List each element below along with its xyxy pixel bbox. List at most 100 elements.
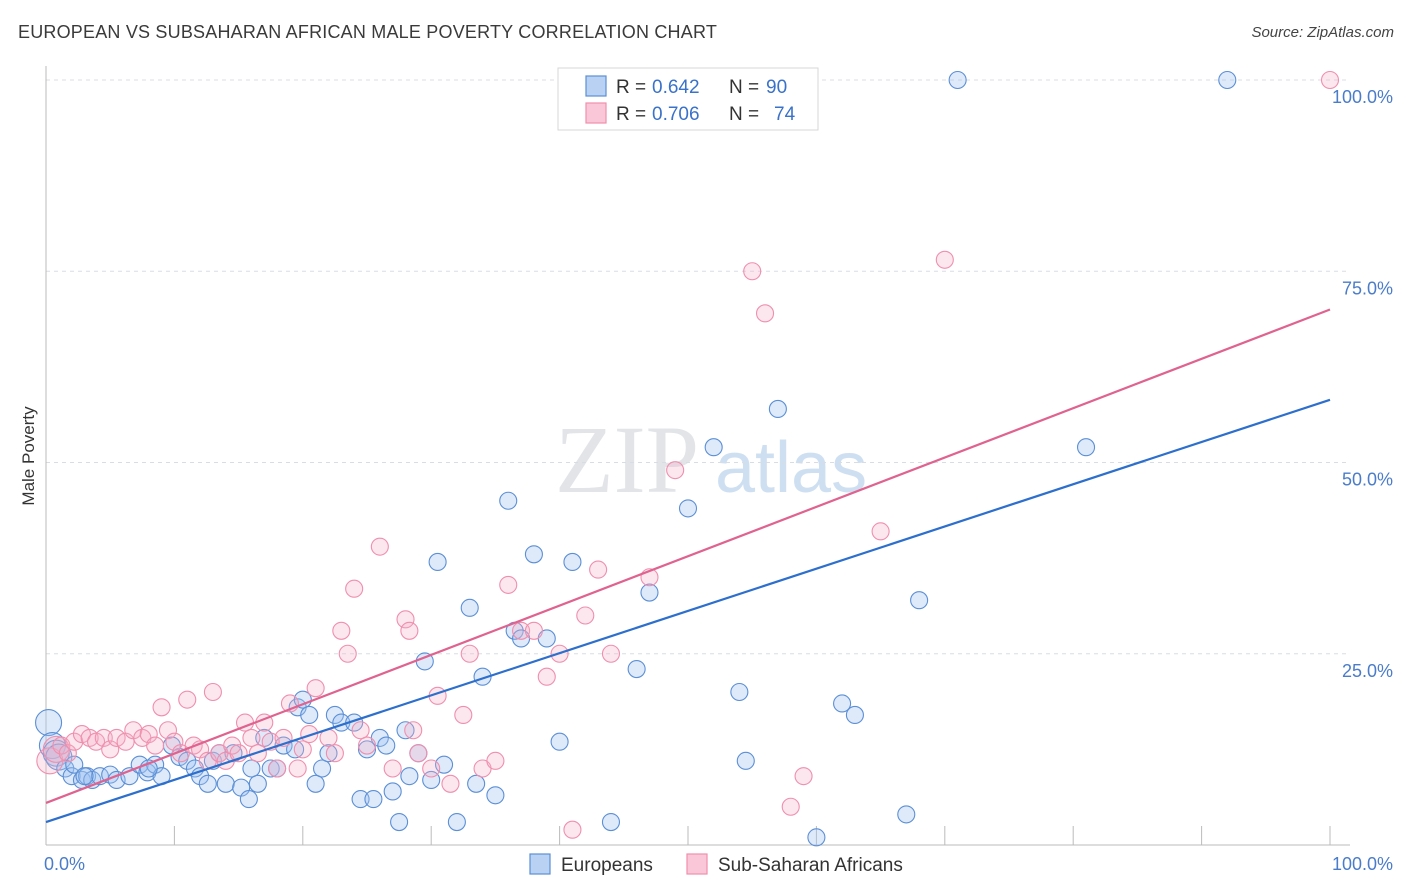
point-europeans-30 xyxy=(242,759,261,778)
point-europeans-41 xyxy=(313,759,332,778)
point-africans-63 xyxy=(524,621,543,640)
axes xyxy=(45,66,1350,846)
point-africans-54 xyxy=(422,759,441,778)
point-europeans-86 xyxy=(1076,438,1096,457)
point-africans-34 xyxy=(268,759,287,778)
y-axis-label: Male Poverty xyxy=(19,406,38,506)
point-europeans-20 xyxy=(178,751,197,770)
point-africans-60 xyxy=(486,751,505,770)
point-europeans-40 xyxy=(306,774,325,793)
point-europeans-33 xyxy=(261,759,280,778)
point-africans-49 xyxy=(383,759,402,778)
point-europeans-61 xyxy=(460,598,479,617)
point-africans-48 xyxy=(370,537,389,556)
point-africans-43 xyxy=(332,621,351,640)
point-europeans-51 xyxy=(383,782,402,801)
point-africans-52 xyxy=(404,721,423,740)
watermark-atlas: atlas xyxy=(715,428,867,508)
point-africans-62 xyxy=(512,621,531,640)
point-africans-42 xyxy=(325,744,344,763)
point-europeans-62 xyxy=(467,774,486,793)
point-africans-72 xyxy=(743,262,762,281)
tick-labels: 25.0% 50.0% 75.0% 100.0% 0.0% 100.0% xyxy=(44,87,1393,874)
point-europeans-68 xyxy=(524,545,543,564)
point-europeans-60 xyxy=(447,812,466,832)
point-africans-17 xyxy=(158,721,178,740)
bottom-legend-swatch-africans xyxy=(686,853,708,875)
point-africans-58 xyxy=(460,644,479,663)
point-europeans-6 xyxy=(65,755,84,774)
point-africans-66 xyxy=(563,820,582,839)
grid-lines xyxy=(46,79,1350,655)
point-africans-61 xyxy=(499,575,518,594)
bottom-legend: Europeans Sub-Saharan Africans xyxy=(529,853,903,876)
trend-line-0 xyxy=(45,398,1331,824)
point-africans-16 xyxy=(152,698,171,717)
point-europeans-74 xyxy=(640,583,659,602)
point-africans-75 xyxy=(794,767,813,786)
point-africans-73 xyxy=(755,304,775,323)
point-africans-37 xyxy=(288,759,307,778)
point-europeans-72 xyxy=(601,812,621,832)
x-tick-label-0: 0.0% xyxy=(44,854,85,874)
point-europeans-46 xyxy=(351,790,370,809)
point-europeans-75 xyxy=(678,499,698,518)
point-europeans-50 xyxy=(377,736,396,755)
point-europeans-71 xyxy=(563,552,582,572)
series-africans xyxy=(36,70,1340,839)
point-africans-10 xyxy=(107,728,126,747)
point-africans-50 xyxy=(396,610,415,629)
point-europeans-83 xyxy=(897,805,916,824)
trend-lines xyxy=(45,308,1331,824)
legend: R = 0.642 N = 90 R = 0.706 N = 74 xyxy=(557,67,819,131)
trend-line-1 xyxy=(45,308,1331,804)
y-tick-label-0: 25.0% xyxy=(1342,661,1393,681)
point-africans-8 xyxy=(94,728,113,747)
legend-r-value-2: 0.706 xyxy=(652,104,700,125)
legend-n-label-2: N = xyxy=(729,104,759,125)
point-europeans-39 xyxy=(300,705,319,725)
point-europeans-64 xyxy=(486,786,505,805)
point-europeans-42 xyxy=(319,744,338,763)
point-africans-47 xyxy=(357,736,377,755)
legend-n-value-2: 74 xyxy=(774,104,796,125)
bottom-legend-africans: Sub-Saharan Africans xyxy=(718,855,903,876)
point-europeans-47 xyxy=(357,740,377,759)
point-europeans-0 xyxy=(35,709,63,737)
point-europeans-27 xyxy=(224,744,243,763)
point-africans-38 xyxy=(293,740,312,759)
point-africans-64 xyxy=(537,667,556,686)
point-africans-44 xyxy=(338,644,357,663)
point-europeans-79 xyxy=(768,399,787,419)
point-africans-68 xyxy=(589,560,608,579)
point-europeans-23 xyxy=(198,774,217,793)
point-europeans-70 xyxy=(550,732,569,751)
point-africans-57 xyxy=(454,705,473,725)
point-africans-18 xyxy=(165,732,184,751)
point-europeans-81 xyxy=(833,694,852,713)
point-africans-9 xyxy=(101,740,120,759)
point-africans-67 xyxy=(576,606,595,625)
source-label: Source: ZipAtlas.com xyxy=(1251,24,1394,41)
point-europeans-43 xyxy=(325,705,344,725)
point-africans-27 xyxy=(223,736,242,755)
legend-r-label-2: R = xyxy=(616,104,646,125)
point-europeans-58 xyxy=(428,552,447,572)
point-europeans-78 xyxy=(736,751,755,770)
legend-n-label-1: N = xyxy=(729,77,759,98)
y-tick-label-1: 50.0% xyxy=(1342,470,1393,490)
legend-r-value-1: 0.642 xyxy=(652,77,700,98)
point-africans-71 xyxy=(666,461,685,480)
point-africans-30 xyxy=(242,728,261,747)
series-europeans xyxy=(35,70,1237,847)
point-africans-76 xyxy=(871,522,890,541)
watermark-zip: ZIP xyxy=(555,406,699,513)
point-europeans-65 xyxy=(499,491,518,510)
point-europeans-53 xyxy=(396,721,415,740)
point-europeans-87 xyxy=(1218,70,1237,90)
point-europeans-73 xyxy=(627,659,646,679)
point-africans-45 xyxy=(345,579,364,598)
point-africans-4 xyxy=(65,732,84,751)
point-africans-15 xyxy=(146,736,165,755)
point-africans-53 xyxy=(409,744,428,763)
